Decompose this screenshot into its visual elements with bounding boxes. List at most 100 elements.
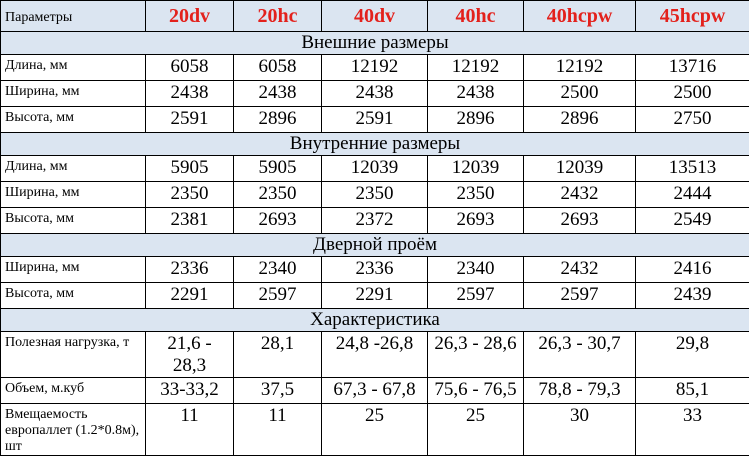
cell-value: 2597 [234, 283, 322, 309]
section-row: Внешние размеры [1, 32, 749, 55]
section-row: Внутренние размеры [1, 133, 749, 156]
cell-value: 5905 [234, 156, 322, 182]
cell-value: 33 [636, 404, 749, 456]
row-label: Вмещаемость европаллет (1.2*0.8м), шт [1, 404, 146, 456]
cell-value: 2372 [322, 208, 428, 234]
cell-value: 12192 [428, 55, 524, 81]
cell-value: 2439 [636, 283, 749, 309]
section-row: Дверной проём [1, 234, 749, 257]
cell-value: 2432 [524, 257, 636, 283]
cell-value: 2350 [428, 182, 524, 208]
cell-value: 2416 [636, 257, 749, 283]
header-label: Параметры [1, 1, 146, 32]
cell-value: 6058 [234, 55, 322, 81]
row-label: Объем, м.куб [1, 378, 146, 404]
row-label: Высота, мм [1, 283, 146, 309]
column-header: 20dv [146, 1, 234, 32]
cell-value: 13513 [636, 156, 749, 182]
row-label: Ширина, мм [1, 81, 146, 107]
cell-value: 12039 [322, 156, 428, 182]
cell-value: 78,8 - 79,3 [524, 378, 636, 404]
cell-value: 26,3 - 30,7 [524, 332, 636, 378]
cell-value: 12192 [322, 55, 428, 81]
cell-value: 2597 [428, 283, 524, 309]
cell-value: 2750 [636, 107, 749, 133]
cell-value: 21,6 - 28,3 [146, 332, 234, 378]
cell-value: 2693 [428, 208, 524, 234]
cell-value: 2438 [146, 81, 234, 107]
cell-value: 2350 [234, 182, 322, 208]
cell-value: 2291 [146, 283, 234, 309]
section-title: Дверной проём [1, 234, 749, 257]
cell-value: 2591 [322, 107, 428, 133]
cell-value: 25 [428, 404, 524, 456]
cell-value: 26,3 - 28,6 [428, 332, 524, 378]
cell-value: 2336 [146, 257, 234, 283]
cell-value: 75,6 - 76,5 [428, 378, 524, 404]
column-header: 40hc [428, 1, 524, 32]
cell-value: 5905 [146, 156, 234, 182]
cell-value: 25 [322, 404, 428, 456]
row-label: Ширина, мм [1, 182, 146, 208]
cell-value: 11 [234, 404, 322, 456]
cell-value: 2438 [322, 81, 428, 107]
cell-value: 2693 [234, 208, 322, 234]
section-title: Внешние размеры [1, 32, 749, 55]
section-title: Внутренние размеры [1, 133, 749, 156]
cell-value: 2444 [636, 182, 749, 208]
cell-value: 85,1 [636, 378, 749, 404]
cell-value: 2896 [428, 107, 524, 133]
column-header: 40hcpw [524, 1, 636, 32]
cell-value: 2432 [524, 182, 636, 208]
column-header: 20hc [234, 1, 322, 32]
cell-value: 2340 [234, 257, 322, 283]
cell-value: 2438 [428, 81, 524, 107]
cell-value: 2591 [146, 107, 234, 133]
cell-value: 2896 [524, 107, 636, 133]
column-header: 40dv [322, 1, 428, 32]
cell-value: 6058 [146, 55, 234, 81]
row-label: Длина, мм [1, 55, 146, 81]
cell-value: 2340 [428, 257, 524, 283]
row-label: Ширина, мм [1, 257, 146, 283]
cell-value: 2350 [322, 182, 428, 208]
cell-value: 33-33,2 [146, 378, 234, 404]
cell-value: 67,3 - 67,8 [322, 378, 428, 404]
cell-value: 2500 [636, 81, 749, 107]
cell-value: 2350 [146, 182, 234, 208]
cell-value: 2500 [524, 81, 636, 107]
column-header: 45hcpw [636, 1, 749, 32]
cell-value: 37,5 [234, 378, 322, 404]
cell-value: 24,8 -26,8 [322, 332, 428, 378]
cell-value: 12192 [524, 55, 636, 81]
row-label: Полезная нагрузка, т [1, 332, 146, 378]
row-label: Высота, мм [1, 107, 146, 133]
cell-value: 12039 [524, 156, 636, 182]
cell-value: 13716 [636, 55, 749, 81]
cell-value: 2291 [322, 283, 428, 309]
cell-value: 2381 [146, 208, 234, 234]
cell-value: 2597 [524, 283, 636, 309]
cell-value: 2896 [234, 107, 322, 133]
section-row: Характеристика [1, 309, 749, 332]
row-label: Длина, мм [1, 156, 146, 182]
cell-value: 12039 [428, 156, 524, 182]
cell-value: 28,1 [234, 332, 322, 378]
cell-value: 29,8 [636, 332, 749, 378]
cell-value: 2438 [234, 81, 322, 107]
cell-value: 2693 [524, 208, 636, 234]
row-label: Высота, мм [1, 208, 146, 234]
